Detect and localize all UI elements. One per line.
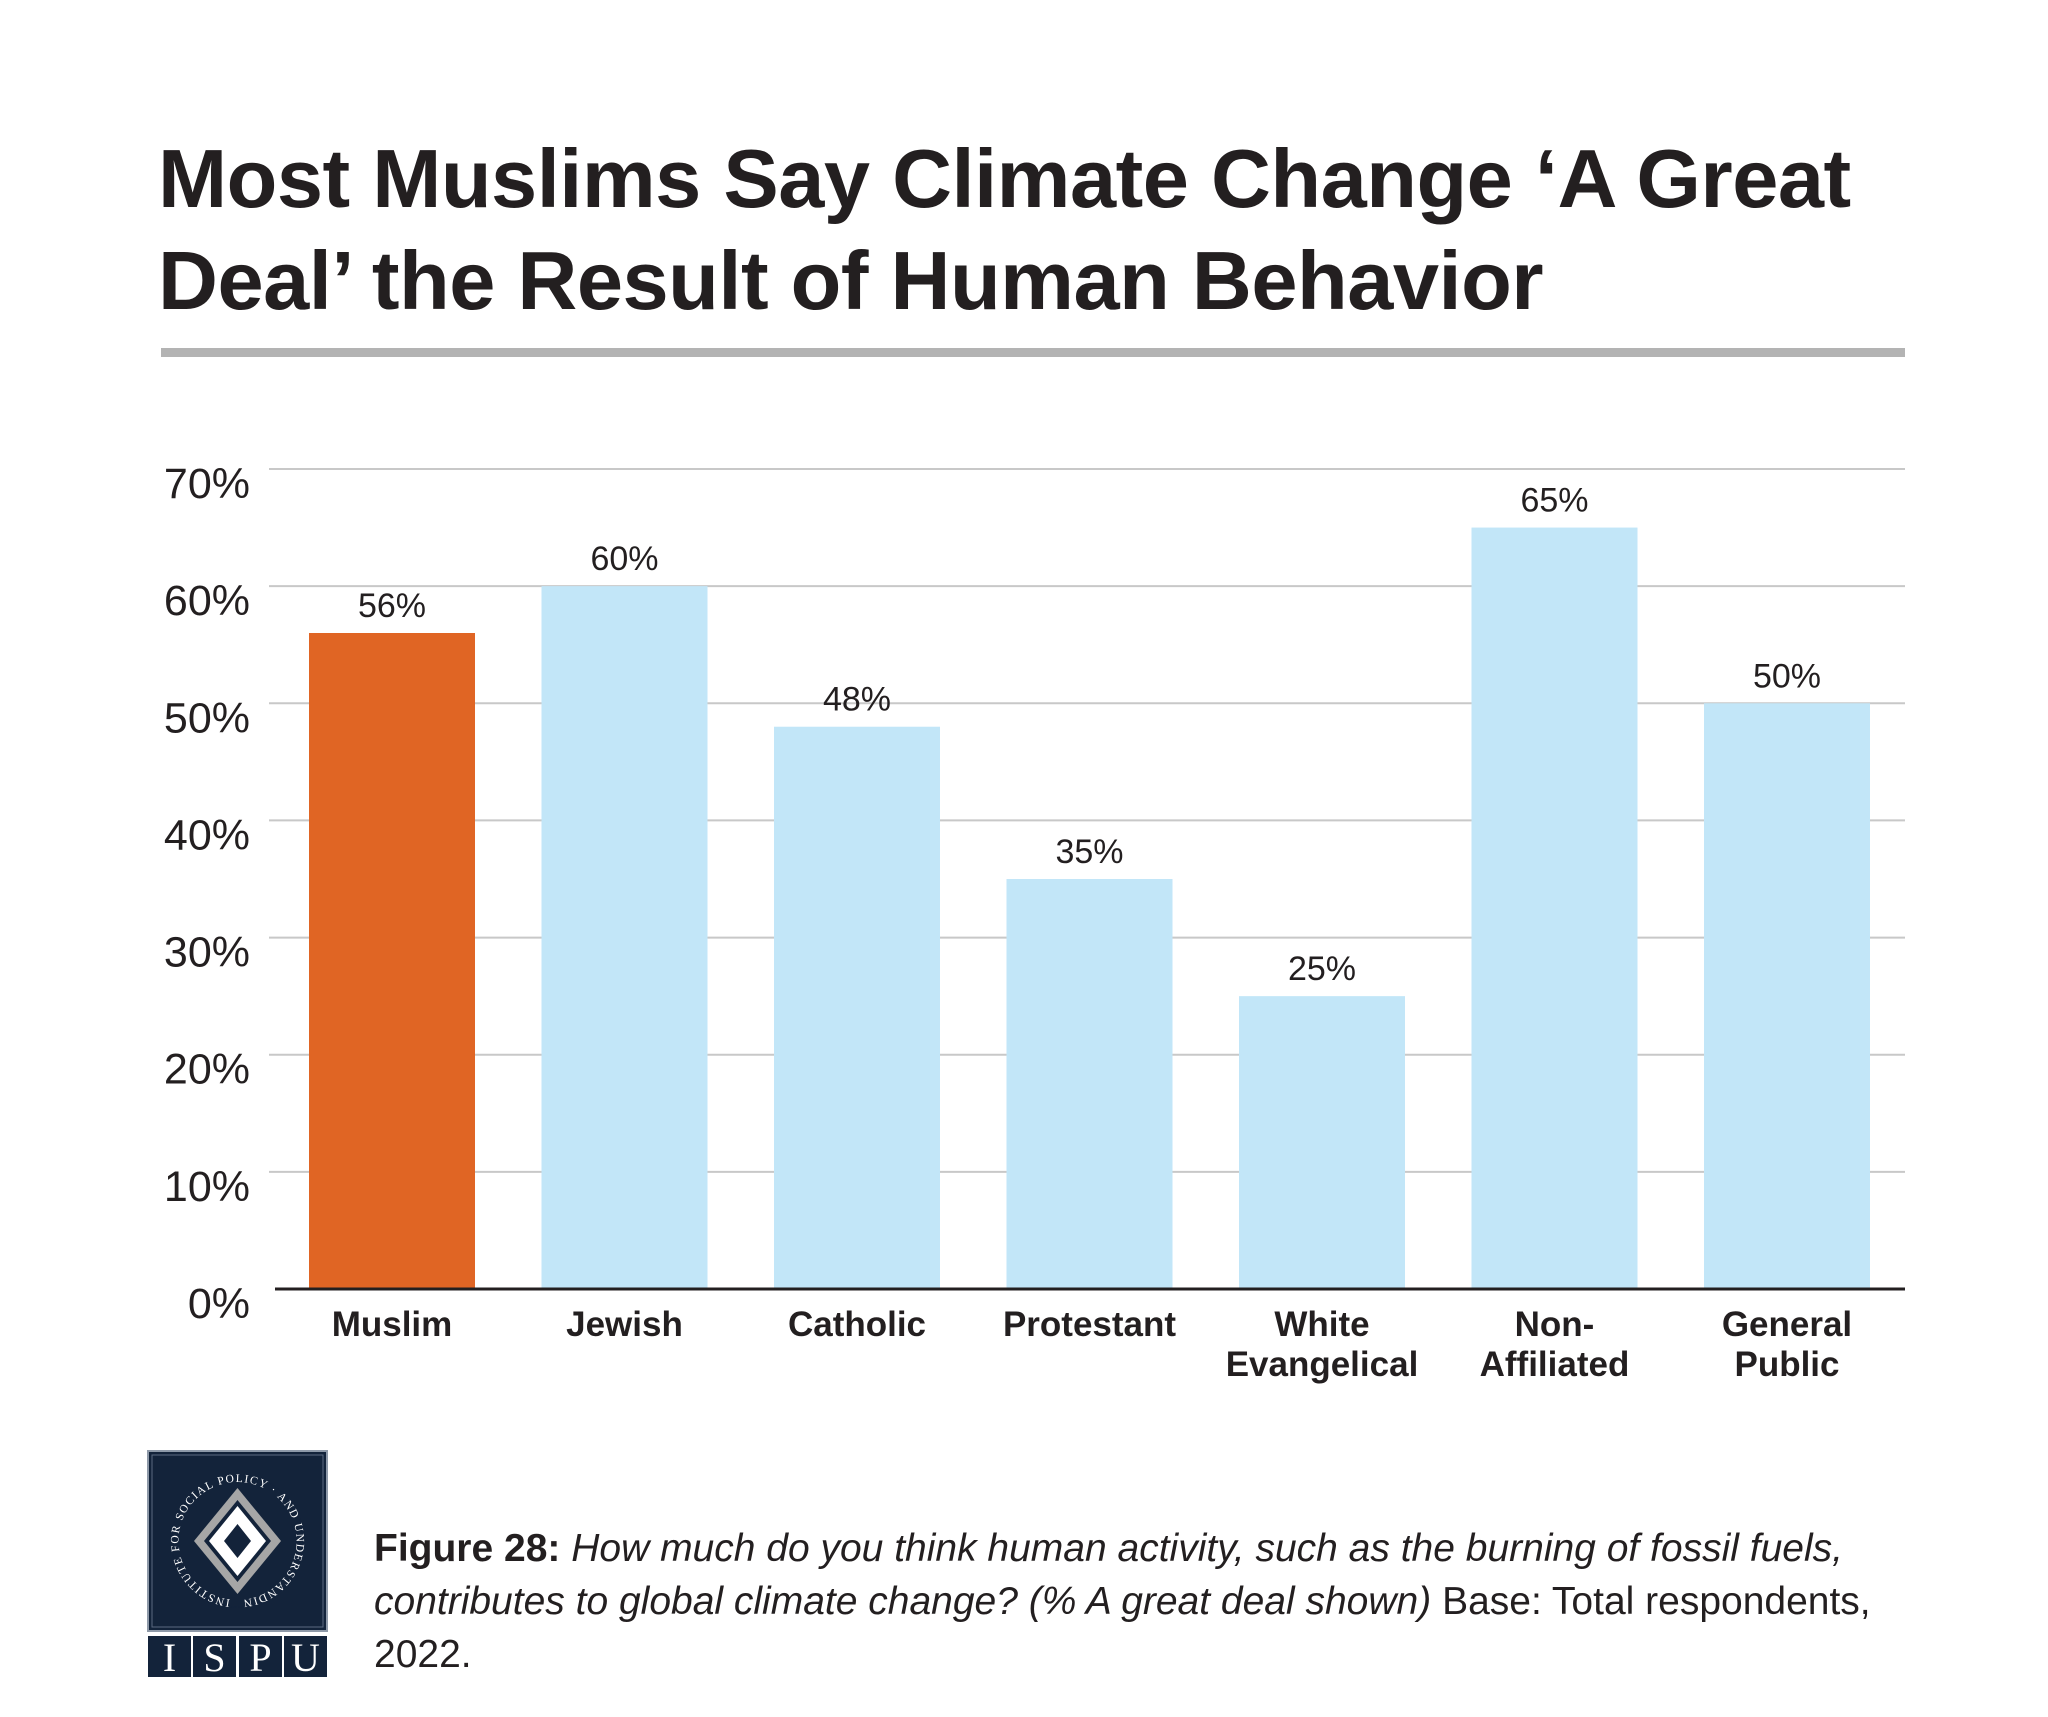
x-category-label: General — [1722, 1305, 1852, 1344]
data-label: 48% — [823, 681, 891, 719]
x-category-label: Protestant — [1003, 1305, 1176, 1344]
figure-question: How much do you think human activity, su… — [374, 1527, 1843, 1623]
data-label: 60% — [590, 540, 658, 578]
svg-text:I: I — [163, 1635, 176, 1678]
x-category-label: Non- — [1515, 1305, 1595, 1344]
x-category-label: Jewish — [566, 1305, 683, 1344]
y-tick-label: 0% — [188, 1280, 250, 1328]
y-tick-label: 40% — [164, 811, 250, 859]
data-label: 25% — [1288, 950, 1356, 988]
bar-non-affiliated — [1471, 527, 1638, 1289]
bar-catholic — [774, 726, 940, 1289]
y-tick-label: 70% — [164, 460, 250, 508]
figure-base: Base: Total respondents, 2022. — [374, 1580, 1871, 1676]
bar-protestant — [1006, 879, 1173, 1289]
y-tick-label: 30% — [164, 929, 250, 977]
x-category-label: Catholic — [788, 1305, 926, 1344]
chart-title: Most Muslims Say Climate Change ‘A Great… — [158, 132, 1851, 327]
bar-general-public — [1704, 703, 1870, 1289]
svg-text:S: S — [203, 1635, 225, 1678]
x-category-label: Public — [1734, 1345, 1839, 1384]
bar-muslim — [309, 633, 475, 1289]
x-category-label: White — [1274, 1305, 1369, 1344]
x-category-label: Affiliated — [1480, 1345, 1630, 1384]
svg-text:P: P — [249, 1635, 271, 1678]
figure-label: Figure 28: — [374, 1527, 561, 1570]
ispu-logo: INSTITUTE FOR SOCIAL POLICY · AND UNDERS… — [147, 1450, 328, 1678]
bar-chart: 0% 10% 20% 30% 40% 50% 60% 70% 56% Muslim 60% Jewis… — [164, 460, 1905, 1384]
y-tick-label: 60% — [164, 577, 250, 625]
data-label: 50% — [1753, 657, 1821, 695]
x-category-label: Muslim — [332, 1305, 453, 1344]
data-label: 56% — [358, 587, 426, 625]
data-label: 65% — [1520, 482, 1588, 520]
x-category-label: Evangelical — [1226, 1345, 1419, 1384]
title-divider — [161, 348, 1905, 357]
svg-text:U: U — [291, 1635, 320, 1678]
data-label: 35% — [1055, 833, 1123, 871]
figure-caption: Figure 28: How much do you think human a… — [374, 1522, 1894, 1681]
y-tick-label: 20% — [164, 1046, 250, 1094]
bar-jewish — [541, 586, 708, 1289]
y-tick-label: 50% — [164, 694, 250, 742]
bar-white-evangelical — [1239, 996, 1405, 1289]
y-tick-label: 10% — [164, 1163, 250, 1211]
